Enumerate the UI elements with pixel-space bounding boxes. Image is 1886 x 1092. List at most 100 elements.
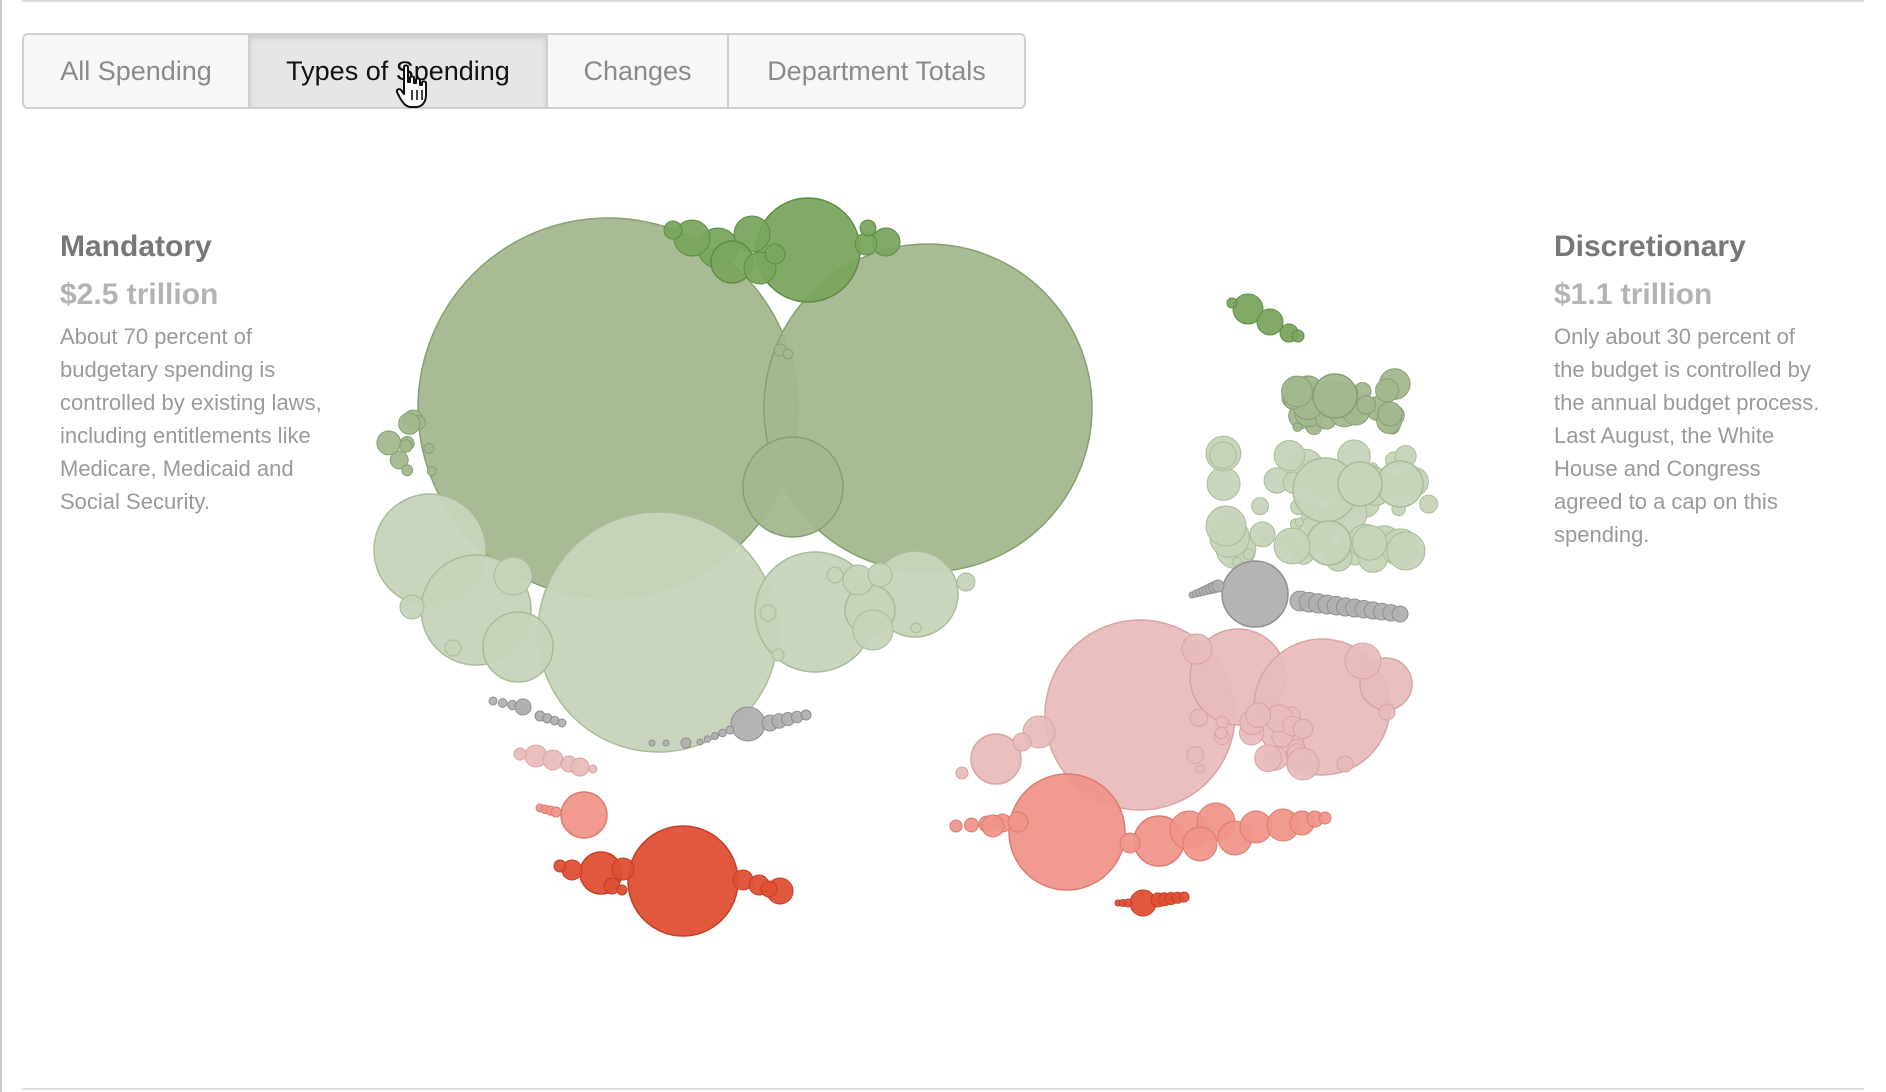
spending-bubble[interactable] [1292,718,1314,740]
spending-bubble[interactable] [557,718,567,728]
spending-bubble[interactable] [1291,329,1305,343]
spending-bubble[interactable] [782,348,794,360]
tab-types-of-spending[interactable]: Types of Spending [250,35,548,107]
spending-bubble[interactable] [493,556,533,596]
spending-bubble[interactable] [800,709,812,721]
spending-bubble[interactable] [1182,826,1218,862]
spending-bubble[interactable] [488,696,498,706]
spending-bubble[interactable] [1249,521,1276,548]
spending-bubble[interactable] [513,747,527,761]
spending-bubble[interactable] [1195,764,1205,774]
spending-bubble[interactable] [1273,439,1306,472]
spending-bubble[interactable] [611,857,635,881]
spending-bubble[interactable] [1318,811,1332,825]
spending-bubble[interactable] [588,764,598,774]
spending-bubble[interactable] [1286,747,1320,781]
spending-bubble[interactable] [648,739,656,747]
spending-bubble[interactable] [627,825,739,937]
spending-bubble[interactable] [1292,422,1303,433]
spending-bubble[interactable] [389,450,409,470]
spending-bubble[interactable] [1419,494,1439,514]
spending-bubble[interactable] [696,738,704,746]
spending-bubble[interactable] [759,604,777,622]
spending-bubble[interactable] [1245,702,1272,728]
spending-bubble[interactable] [1215,715,1229,729]
spending-bubble[interactable] [1205,505,1247,547]
spending-bubble[interactable] [1186,746,1205,764]
spending-bubble[interactable] [725,725,735,735]
spending-bubble[interactable] [1012,732,1032,752]
spending-bubble[interactable] [1254,744,1282,772]
spending-bubble[interactable] [1378,703,1396,721]
spending-bubble[interactable] [560,791,608,839]
tab-changes[interactable]: Changes [548,35,729,107]
spending-bubble[interactable] [1178,891,1190,903]
spending-bubble[interactable] [1189,708,1208,728]
spending-bubble[interactable] [949,819,963,833]
spending-bubble[interactable] [956,572,976,592]
spending-bubble[interactable] [771,648,785,662]
spending-bubble[interactable] [1008,773,1126,891]
spending-bubble[interactable] [854,232,878,256]
spending-bubble[interactable] [742,436,844,538]
spending-bubble[interactable] [1211,579,1225,593]
spending-bubble[interactable] [1376,460,1424,508]
spending-bubble[interactable] [981,814,1005,838]
spending-bubble[interactable] [852,609,894,651]
spending-bubble[interactable] [399,439,413,453]
spending-bubble[interactable] [680,737,692,749]
spending-bubble[interactable] [1356,395,1376,415]
spending-bubble[interactable] [867,562,893,588]
spending-bubble[interactable] [1273,527,1311,565]
spending-bubble[interactable] [1337,461,1383,507]
spending-bubble[interactable] [570,757,590,777]
spending-bubble[interactable] [1375,378,1400,403]
spending-bubble[interactable] [970,733,1022,785]
spending-bubble[interactable] [842,564,874,596]
spending-bubble[interactable] [1351,525,1388,561]
spending-bubble[interactable] [1377,401,1403,427]
spending-bubble[interactable] [1242,548,1255,561]
spending-bubble[interactable] [497,698,508,708]
spending-bubble[interactable] [1336,755,1354,773]
spending-bubble[interactable] [398,412,421,435]
spending-bubble[interactable] [733,215,771,253]
tab-department-totals[interactable]: Department Totals [767,55,986,86]
spending-bubble[interactable] [423,442,435,454]
spending-bubble[interactable] [1251,497,1270,516]
spending-bubble[interactable] [1344,642,1382,680]
spending-bubble[interactable] [1119,832,1141,854]
spending-bubble[interactable] [764,243,786,265]
spending-bubble[interactable] [826,566,844,584]
spending-bubble[interactable] [1306,520,1352,566]
spending-bubble[interactable] [703,735,712,743]
spending-bubble[interactable] [1294,517,1305,527]
spending-bubble[interactable] [760,880,778,898]
spending-bubble[interactable] [514,698,532,716]
spending-bubble[interactable] [1226,297,1238,309]
spending-bubble[interactable] [1209,441,1237,470]
spending-bubble[interactable] [550,806,562,818]
spending-bubble[interactable] [1386,531,1426,571]
spending-bubble[interactable] [662,739,670,747]
spending-bubble[interactable] [730,706,766,742]
spending-bubble[interactable] [1221,560,1289,628]
spending-bubble[interactable] [444,639,462,657]
spending-bubble[interactable] [663,220,683,240]
spending-bubble[interactable] [859,219,877,237]
spending-bubble[interactable] [1232,293,1264,325]
spending-bubble[interactable] [1123,898,1133,908]
spending-bubble[interactable] [1214,726,1228,740]
spending-bubble[interactable] [401,464,414,477]
spending-bubble[interactable] [376,430,402,456]
spending-bubble[interactable] [910,622,922,634]
spending-bubble[interactable] [1206,466,1241,501]
spending-bubble[interactable] [1281,375,1313,408]
spending-bubble[interactable] [1181,633,1213,665]
spending-bubble[interactable] [955,766,969,780]
spending-bubble[interactable] [1312,373,1358,419]
spending-bubble[interactable] [1007,811,1029,833]
spending-bubble[interactable] [482,611,554,683]
spending-bubble[interactable] [964,817,979,833]
spending-bubble[interactable] [616,884,628,896]
